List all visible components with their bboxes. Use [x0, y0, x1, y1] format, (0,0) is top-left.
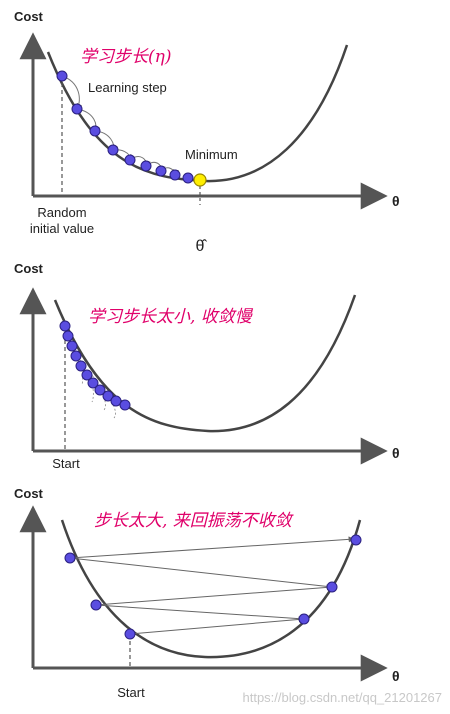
step-point	[94, 384, 106, 396]
y-axis-label: Cost	[14, 9, 44, 24]
step-point	[110, 395, 122, 407]
x-axis-label: θ	[392, 668, 400, 684]
x-axis-label: θ	[392, 445, 400, 461]
step-point	[62, 330, 74, 342]
step-point	[56, 70, 68, 82]
panel-3-learning-rate-too-large: Cost θ 步长太大, 来回振荡不收敛 Start	[14, 486, 400, 700]
start-label: Start	[117, 685, 145, 700]
step-points	[56, 70, 194, 184]
step-point	[59, 320, 71, 332]
start-label-line-1: Random	[37, 205, 86, 220]
step-point	[89, 125, 101, 137]
panel-2-learning-rate-too-small: Cost θ 学习步长太小, 收敛慢 Start	[14, 261, 400, 471]
y-axis-label: Cost	[14, 486, 44, 501]
step-point	[298, 613, 310, 625]
step-points	[59, 320, 131, 411]
step-point	[70, 350, 82, 362]
watermark: https://blog.csdn.net/qq_21201267	[243, 690, 443, 705]
minimum-point	[193, 173, 207, 187]
step-point	[124, 628, 136, 640]
cost-curve	[60, 519, 362, 659]
y-axis-label: Cost	[14, 261, 44, 276]
start-label-line-2: initial value	[30, 221, 94, 236]
learning-step-label: Learning step	[88, 80, 167, 95]
optimum-theta-label: θ̂	[196, 238, 208, 255]
start-label: Start	[52, 456, 80, 471]
cost-curve	[53, 294, 357, 433]
panel-1-learning-rate-ok: Cost θ 学习步长(η) Learning step	[14, 9, 400, 255]
step-point	[75, 360, 87, 372]
step-point	[182, 172, 194, 184]
handwritten-note: 学习步长(η)	[80, 47, 171, 67]
step-points	[64, 534, 362, 640]
handwritten-note: 学习步长太小, 收敛慢	[88, 307, 254, 327]
overshoot-arrows	[69, 536, 355, 635]
step-point	[124, 154, 136, 166]
step-point	[102, 390, 114, 402]
step-point	[64, 552, 76, 564]
minimum-label: Minimum	[185, 147, 238, 162]
step-point	[119, 399, 131, 411]
step-point	[71, 103, 83, 115]
x-axis-label: θ	[392, 193, 400, 209]
step-point	[140, 160, 152, 172]
step-point	[169, 169, 181, 181]
step-point	[90, 599, 102, 611]
step-point	[107, 144, 119, 156]
step-point	[66, 340, 78, 352]
step-point	[350, 534, 362, 546]
step-point	[155, 165, 167, 177]
step-point	[326, 581, 338, 593]
handwritten-note: 步长太大, 来回振荡不收敛	[94, 511, 294, 531]
step-point	[81, 369, 93, 381]
step-point	[87, 377, 99, 389]
